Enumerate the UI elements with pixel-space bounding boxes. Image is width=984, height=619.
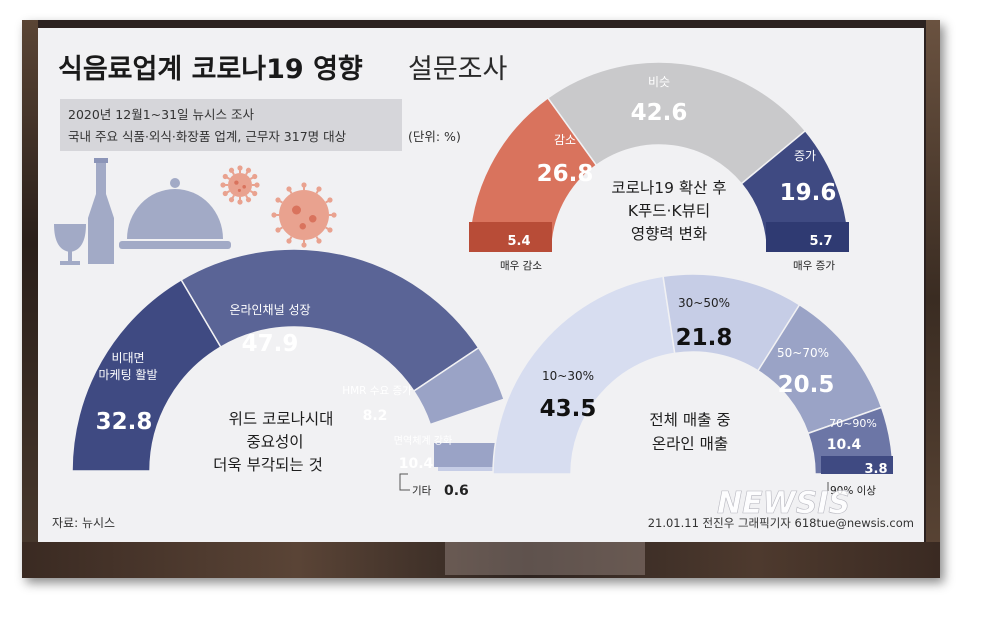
background-bottom-edge (22, 542, 940, 578)
decrease-label: 감소 (554, 133, 576, 147)
influence-title-1: 코로나19 확산 후 (611, 179, 726, 197)
immune-label: 면역체계 강화 (394, 435, 452, 447)
online-value: 47.9 (242, 331, 299, 357)
credit-label: 21.01.11 전진우 그래픽기자 618tue@newsis.com (648, 516, 914, 530)
survey-line2: 국내 주요 식품·외식·화장품 업계, 근무자 317명 대상 (68, 129, 347, 144)
survey-line1: 2020년 12월1~31일 뉴시스 조사 (68, 107, 254, 122)
range-30-50-label: 30~50% (678, 296, 730, 310)
range-10-30-value: 43.5 (540, 396, 597, 422)
very-increase-bar (766, 222, 849, 252)
wine-glass-icon (54, 224, 86, 265)
increase-label: 증가 (794, 149, 816, 163)
bottle-icon (88, 158, 114, 264)
influence-title-3: 영향력 변화 (631, 225, 707, 243)
infographic-svg: 식음료업계 코로나19 영향 설문조사 2020년 12월1~31일 뉴시스 조… (52, 54, 914, 530)
increase-value: 19.6 (780, 180, 837, 206)
immune-value: 10.4 (399, 456, 434, 472)
same-label: 비슷 (648, 75, 670, 89)
same-wedge (546, 61, 807, 185)
range-90-plus-value: 3.8 (864, 462, 887, 477)
virus-small-icon (220, 165, 260, 205)
hmr-label: HMR 수요 증가 (342, 385, 412, 397)
very-decrease-value: 5.4 (507, 234, 530, 249)
cloche-icon (119, 178, 231, 249)
newsis-watermark: NEWSIS (717, 486, 850, 521)
very-decrease-bar (469, 222, 552, 252)
influence-chart: 코로나19 확산 후 K푸드·K뷰티 영향력 변화 (468, 61, 850, 253)
range-90-plus-bar (821, 456, 893, 474)
range-70-90-value: 10.4 (827, 437, 862, 453)
decrease-value: 26.8 (537, 161, 594, 187)
title-light: 설문조사 (408, 54, 508, 85)
range-90-plus-label: 90% 이상 (830, 485, 876, 497)
very-increase-label: 매우 증가 (793, 260, 835, 272)
with-corona-title-3: 더욱 부각되는 것 (213, 456, 323, 474)
very-increase-value: 5.7 (809, 234, 832, 249)
hmr-wedge (412, 346, 506, 426)
online-sales-title-1: 전체 매출 중 (649, 411, 730, 429)
range-50-70-label: 50~70% (777, 346, 829, 360)
etc-leader-line (399, 473, 410, 491)
range-30-50-value: 21.8 (676, 325, 733, 351)
etc-label: 기타 (412, 485, 432, 497)
range-10-30-wedge (492, 275, 676, 475)
background-sign (445, 541, 645, 575)
title-bold: 식음료업계 코로나19 영향 (58, 54, 363, 85)
same-value: 42.6 (631, 100, 688, 126)
range-50-70-value: 20.5 (778, 372, 835, 398)
virus-large-icon (271, 182, 337, 248)
range-70-90-label: 70~90% (829, 417, 877, 430)
unit-label: (단위: %) (408, 129, 461, 144)
nonface-value: 32.8 (96, 409, 153, 435)
etc-bar (438, 467, 516, 471)
background-left-edge (22, 20, 38, 578)
online-sales-title-2: 온라인 매출 (652, 435, 728, 453)
nonface-label-2: 마케팅 활발 (98, 368, 157, 382)
very-decrease-label: 매우 감소 (500, 260, 542, 272)
online-label: 온라인채널 성장 (229, 303, 310, 317)
hmr-value: 8.2 (363, 408, 388, 424)
online-sales-chart: 전체 매출 중 온라인 매출 (492, 273, 894, 475)
source-label: 자료: 뉴시스 (52, 516, 115, 530)
nonface-label-1: 비대면 (111, 351, 144, 365)
etc-value: 0.6 (444, 483, 469, 499)
infographic-card: 식음료업계 코로나19 영향 설문조사 2020년 12월1~31일 뉴시스 조… (38, 28, 924, 542)
survey-info-box (60, 99, 402, 151)
with-corona-title-2: 중요성이 (246, 433, 303, 451)
influence-title-2: K푸드·K뷰티 (628, 202, 710, 220)
background-right-edge (926, 20, 940, 578)
with-corona-title-1: 위드 코로나시대 (229, 410, 334, 428)
with-corona-chart: 위드 코로나시대 중요성이 더욱 부각되는 것 (71, 248, 520, 474)
online-wedge (180, 248, 480, 393)
range-10-30-label: 10~30% (542, 369, 594, 383)
